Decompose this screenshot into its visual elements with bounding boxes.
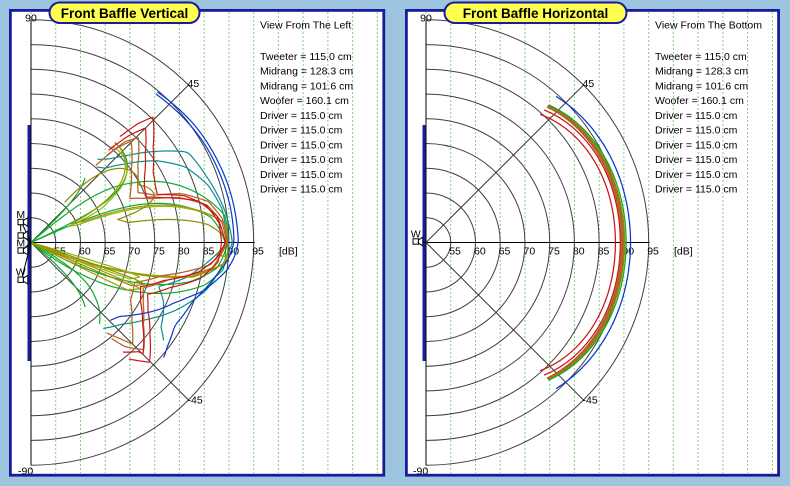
svg-text:Driver = 115.0 cm: Driver = 115.0 cm (260, 125, 343, 137)
svg-text:Driver = 115.0 cm: Driver = 115.0 cm (655, 125, 738, 137)
svg-text:W: W (16, 267, 26, 279)
svg-text:Driver = 115.0 cm: Driver = 115.0 cm (260, 184, 343, 196)
svg-text:Tweeter = 115.0 cm: Tweeter = 115.0 cm (655, 51, 747, 63)
svg-text:70: 70 (524, 246, 536, 258)
svg-text:60: 60 (474, 246, 486, 258)
svg-text:[dB]: [dB] (279, 246, 298, 258)
svg-text:75: 75 (548, 246, 560, 258)
svg-text:Tweeter = 115.0 cm: Tweeter = 115.0 cm (260, 51, 352, 63)
svg-text:65: 65 (104, 246, 116, 258)
svg-text:Midrang = 101.6 cm: Midrang = 101.6 cm (260, 80, 353, 92)
svg-text:45: 45 (583, 78, 595, 90)
svg-text:-45: -45 (583, 395, 598, 407)
svg-text:Driver = 115.0 cm: Driver = 115.0 cm (655, 154, 738, 166)
svg-text:90: 90 (420, 13, 432, 25)
svg-text:60: 60 (79, 246, 91, 258)
svg-text:Driver = 115.0 cm: Driver = 115.0 cm (655, 184, 738, 196)
svg-text:65: 65 (499, 246, 511, 258)
svg-text:-90: -90 (18, 466, 33, 478)
svg-text:M: M (16, 209, 25, 221)
svg-text:95: 95 (252, 246, 264, 258)
svg-text:Midrang = 101.6 cm: Midrang = 101.6 cm (655, 80, 748, 92)
svg-text:90: 90 (227, 246, 239, 258)
svg-text:M: M (16, 237, 25, 249)
svg-text:70: 70 (129, 246, 141, 258)
svg-text:View From The Left: View From The Left (260, 19, 351, 31)
svg-text:Woofer = 160.1 cm: Woofer = 160.1 cm (260, 95, 349, 107)
svg-text:75: 75 (153, 246, 165, 258)
svg-text:Driver = 115.0 cm: Driver = 115.0 cm (655, 169, 738, 181)
svg-text:T: T (17, 222, 24, 234)
svg-text:95: 95 (647, 246, 659, 258)
svg-text:80: 80 (573, 246, 585, 258)
svg-text:Woofer = 160.1 cm: Woofer = 160.1 cm (655, 95, 744, 107)
svg-text:Driver = 115.0 cm: Driver = 115.0 cm (260, 139, 343, 151)
svg-text:Midrang = 128.3 cm: Midrang = 128.3 cm (655, 66, 748, 78)
svg-text:Front Baffle Vertical: Front Baffle Vertical (61, 6, 189, 21)
svg-text:[dB]: [dB] (674, 246, 693, 258)
svg-text:85: 85 (203, 246, 215, 258)
svg-text:80: 80 (178, 246, 190, 258)
svg-text:-90: -90 (413, 466, 428, 478)
svg-text:Driver = 115.0 cm: Driver = 115.0 cm (260, 169, 343, 181)
svg-text:45: 45 (188, 78, 200, 90)
svg-text:Driver = 115.0 cm: Driver = 115.0 cm (655, 110, 738, 122)
svg-text:-45: -45 (188, 395, 203, 407)
svg-text:Driver = 115.0 cm: Driver = 115.0 cm (260, 154, 343, 166)
svg-text:90: 90 (622, 246, 634, 258)
svg-text:Front Baffle Horizontal: Front Baffle Horizontal (463, 6, 609, 21)
svg-text:55: 55 (449, 246, 461, 258)
svg-text:View From The Bottom: View From The Bottom (655, 19, 762, 31)
svg-text:Driver = 115.0 cm: Driver = 115.0 cm (655, 139, 738, 151)
svg-text:90: 90 (25, 13, 37, 25)
svg-text:Driver = 115.0 cm: Driver = 115.0 cm (260, 110, 343, 122)
svg-text:W: W (411, 228, 421, 240)
svg-text:85: 85 (598, 246, 610, 258)
svg-text:Midrang = 128.3 cm: Midrang = 128.3 cm (260, 66, 353, 78)
